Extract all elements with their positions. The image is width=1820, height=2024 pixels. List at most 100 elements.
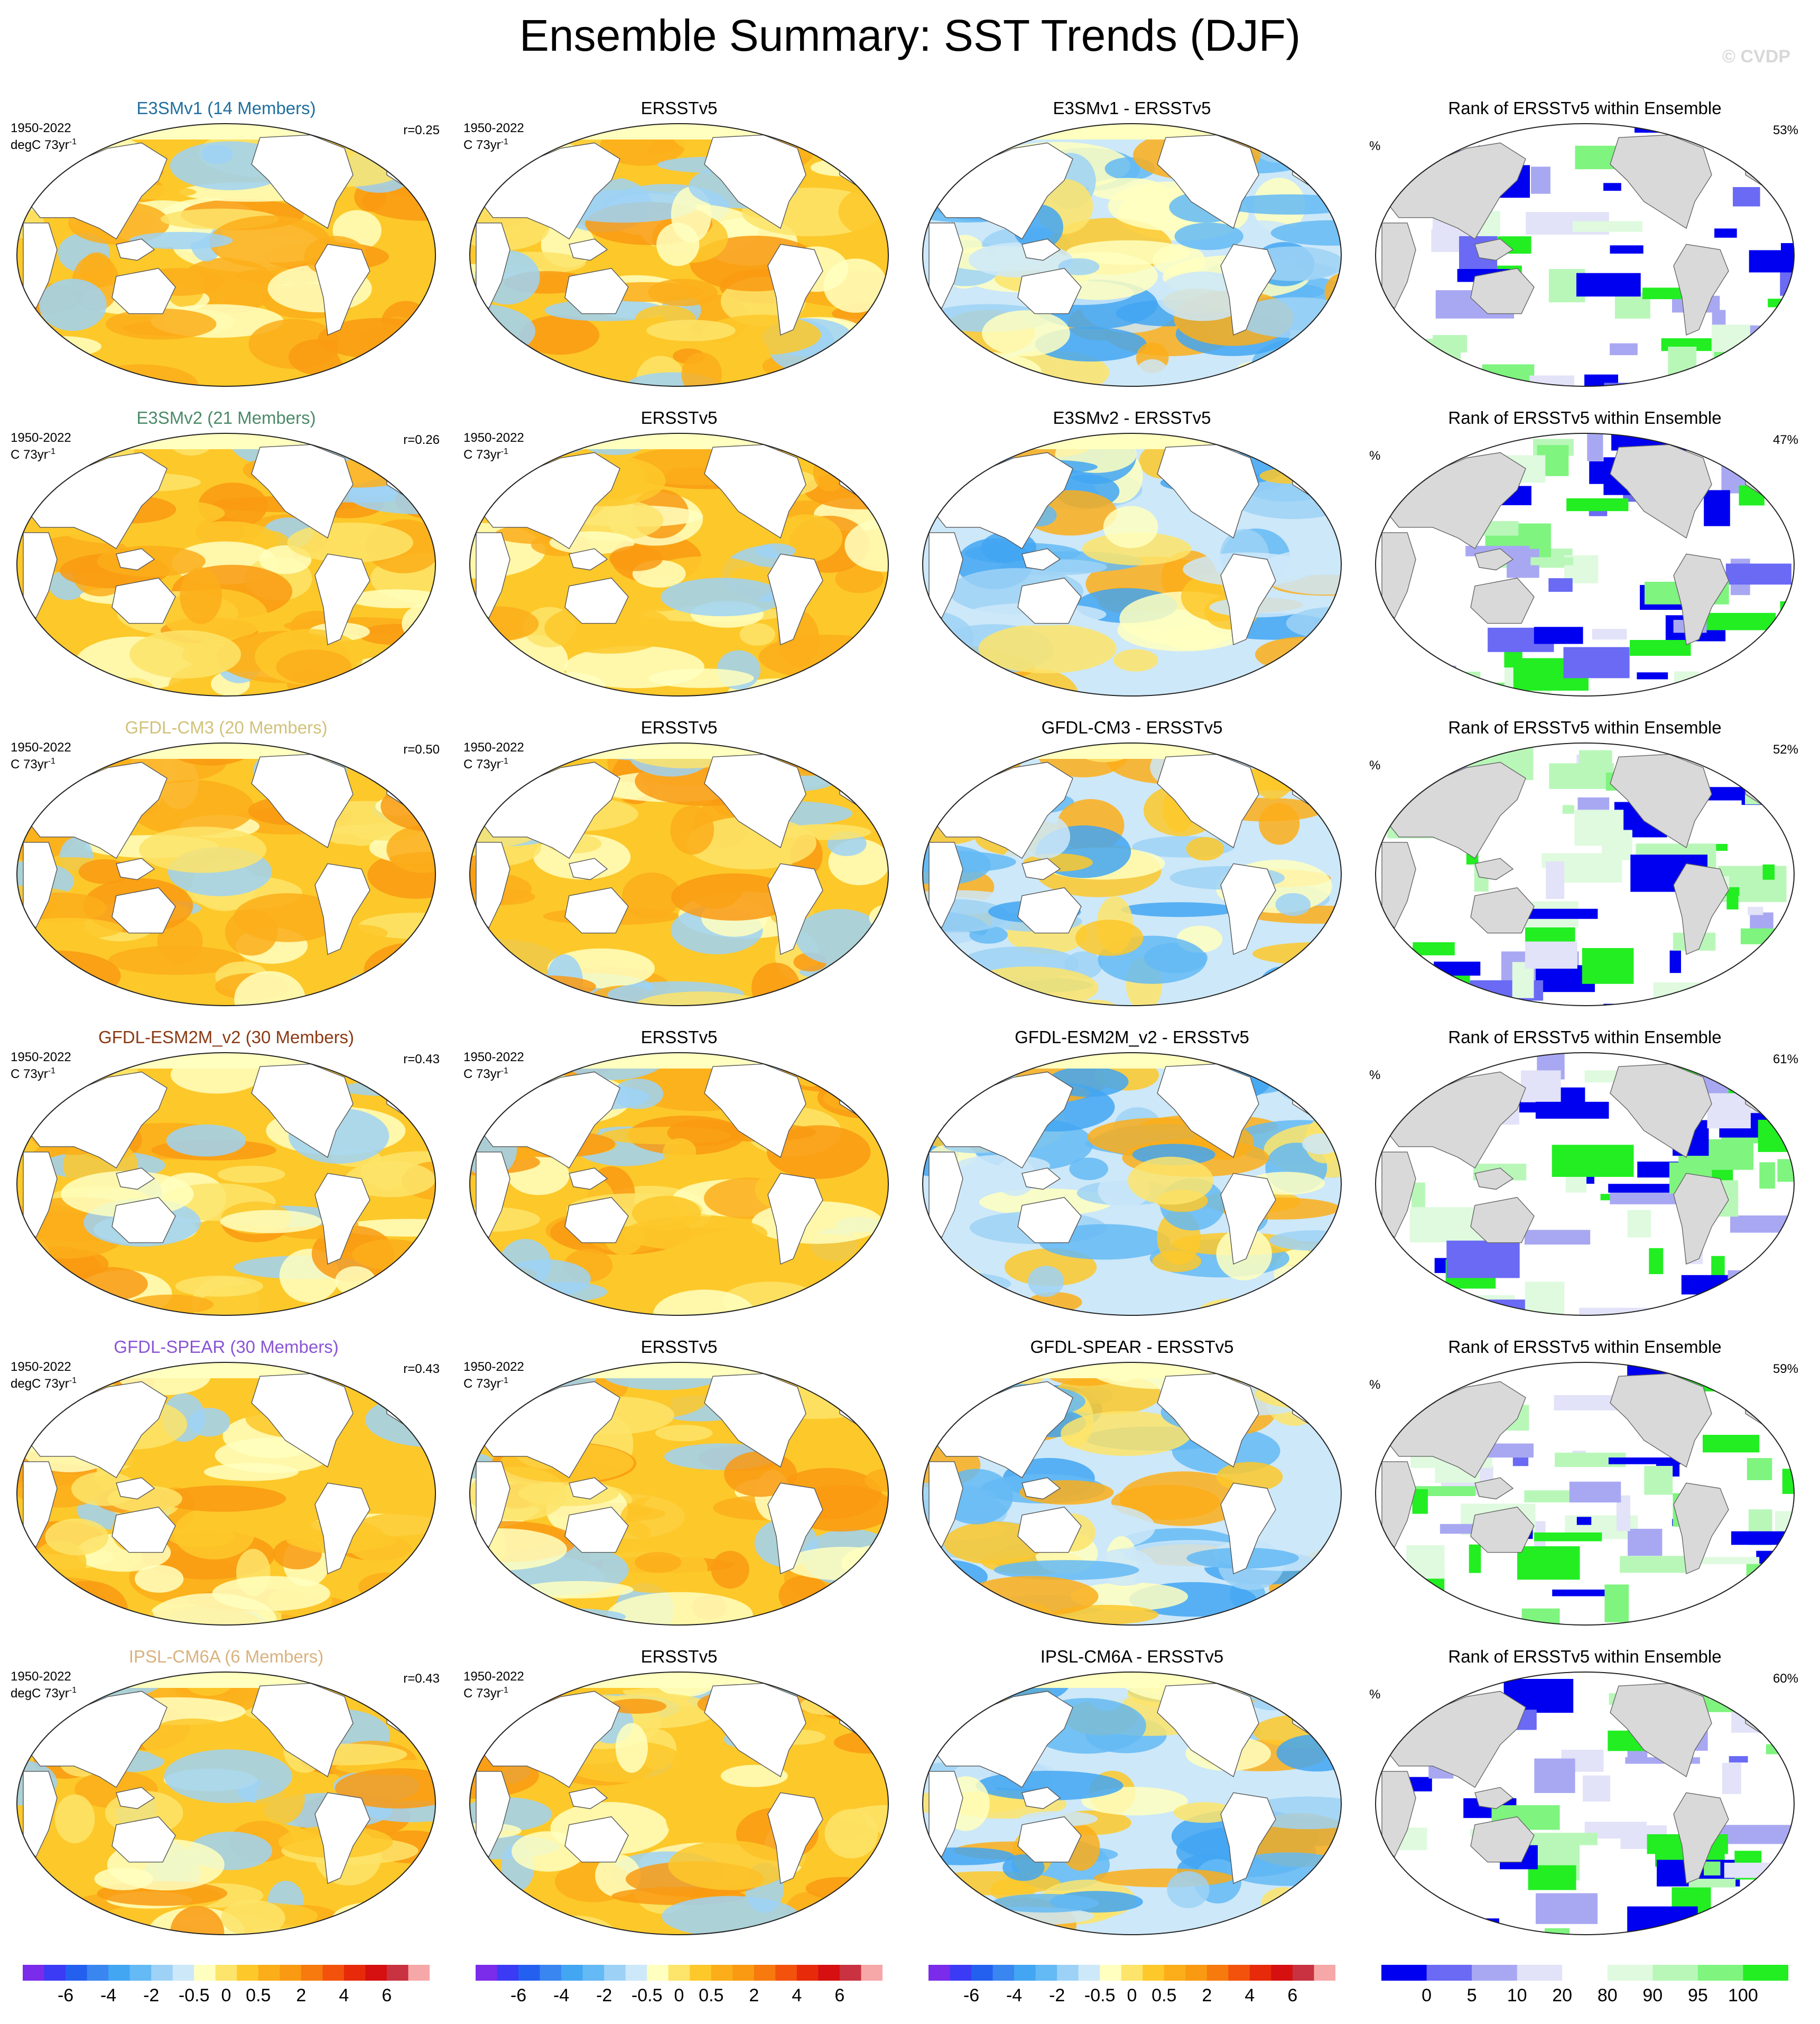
units-exponent: -1 (500, 447, 508, 456)
sst-shading-region (668, 1840, 790, 1890)
colorbar-swatch (258, 1965, 280, 1981)
panel-model: GFDL-CM3 (20 Members) 1950-2022 C 73yr-1 r=… (10, 717, 443, 1008)
panel-title: E3SMv1 (14 Members) (136, 98, 316, 118)
sst-shading-region (470, 647, 504, 696)
colorbar-tick-label: 10 (1507, 1985, 1527, 2006)
sst-shading-region (129, 630, 241, 679)
sst-shading-region (134, 1565, 184, 1593)
units-text: C 73yr (463, 1377, 501, 1391)
colorbar-swatch (280, 1965, 302, 1981)
sst-shading-region (129, 231, 233, 249)
continent-outline (704, 1063, 806, 1158)
sst-shading-region (784, 1672, 844, 1688)
percent-symbol: % (1369, 1068, 1381, 1082)
sst-shading-region (175, 1276, 263, 1297)
rank-shading-block (1730, 1215, 1794, 1233)
continent-land (1474, 1787, 1514, 1809)
panel-obs: ERSSTv5 1950-2022 C 73yr-1 (462, 1646, 896, 1937)
colorbar-swatch (1121, 1965, 1143, 1981)
panel-diff: GFDL-SPEAR - ERSSTv5 (915, 1336, 1349, 1627)
map-border (469, 433, 889, 697)
continent-land (1610, 754, 1712, 849)
sst-shading-region (802, 1755, 888, 1786)
rank-shading-block (1608, 1457, 1681, 1464)
rank-shading-block (1413, 942, 1455, 955)
continent-land (1610, 444, 1712, 539)
sst-shading-region (407, 1246, 435, 1276)
sst-shading-region (1275, 893, 1311, 916)
sst-shading-region (17, 681, 120, 696)
rank-shading-block (1469, 1544, 1481, 1573)
map-border (469, 1672, 889, 1935)
rank-shading-block (1649, 1248, 1664, 1274)
units-exponent: -1 (69, 137, 77, 146)
sst-shading-region (778, 1575, 830, 1616)
rank-shading-block (1517, 1546, 1580, 1580)
rank-shading-block (1644, 1465, 1673, 1495)
rank-shading-block (1552, 1145, 1634, 1177)
colorbar-swatch (668, 1965, 690, 1981)
period-label: 1950-2022 (11, 740, 71, 755)
rank-shading-block (1446, 1240, 1520, 1278)
sst-shading-region (1069, 1157, 1108, 1181)
sst-shading-region (1058, 258, 1100, 275)
percent-symbol: % (1369, 758, 1381, 773)
rank-shading-block (1579, 1307, 1654, 1315)
rank-shading-block (1376, 326, 1408, 352)
sst-shading-region (623, 1216, 767, 1251)
map-border (922, 742, 1342, 1006)
rank-shading-block (1546, 861, 1565, 899)
map-border (16, 742, 436, 1006)
continent-outline (1220, 553, 1276, 646)
panel-title: ERSSTv5 (640, 1337, 718, 1357)
units-label: C 73yr-1 (463, 1064, 508, 1082)
sst-shading-region (494, 975, 596, 998)
sst-shading-region (32, 1672, 76, 1704)
colorbar-swatch (561, 1965, 583, 1981)
rank-shading-block (1377, 1062, 1408, 1085)
colorbar-swatch (1143, 1965, 1165, 1981)
panel-rank: Rank of ERSSTv5 within Ensemble% 59% (1368, 1336, 1802, 1627)
sst-shading-region (665, 1800, 700, 1838)
colorbar-swatch (172, 1965, 194, 1981)
sst-shading-region (389, 1297, 435, 1315)
panel-obs: ERSSTv5 1950-2022 C 73yr-1 (462, 98, 896, 388)
continent-land (1610, 1063, 1712, 1158)
sst-shading-region (287, 522, 413, 563)
rank-shading-block (1782, 1893, 1794, 1932)
sst-shading-region (39, 278, 107, 331)
sst-shading-region (317, 1053, 435, 1065)
panel-model: E3SMv2 (21 Members) 1950-2022 C 73yr-1 r=0.… (10, 407, 443, 698)
panel-title: Rank of ERSSTv5 within Ensemble (1448, 1647, 1722, 1666)
colorbar-tick-label: 100 (1728, 1985, 1758, 2006)
sst-shading-region (359, 356, 435, 386)
sst-shading-region (661, 578, 784, 617)
arctic-band (17, 124, 435, 140)
colorbar-swatch (690, 1965, 712, 1981)
continent-outline (704, 1683, 806, 1778)
sst-shading-region (1075, 920, 1144, 956)
panel-model: GFDL-ESM2M_v2 (30 Members) 1950-2022 C 73y… (10, 1027, 443, 1317)
rank-shading-block (1455, 1927, 1492, 1935)
colorbar-swatch (408, 1965, 430, 1981)
arctic-band (470, 1362, 888, 1378)
rank-shading-block (1792, 1437, 1794, 1468)
rank-shading-block (1785, 1531, 1794, 1549)
sst-shading-region (521, 1581, 634, 1599)
units-text: degC 73yr (11, 138, 69, 152)
sst-shading-region (923, 1264, 986, 1305)
colorbar-tick-label: 2 (296, 1985, 307, 2006)
continent-outline (1157, 1373, 1259, 1468)
sst-shading-region (865, 1469, 888, 1492)
colorbar-swatch (1517, 1965, 1563, 1981)
sst-shading-region (30, 743, 113, 768)
units-label: C 73yr-1 (463, 1373, 508, 1391)
colorbar-tick-label: -4 (553, 1985, 570, 2006)
map-rank (1375, 1052, 1795, 1316)
continent-outline (767, 863, 823, 955)
sst-shading-region (800, 1695, 858, 1715)
sst-shading-region (633, 991, 769, 1006)
sst-shading-region (859, 1295, 888, 1312)
panel-title: E3SMv2 - ERSSTv5 (1053, 408, 1211, 428)
sst-shading-region (109, 685, 157, 696)
